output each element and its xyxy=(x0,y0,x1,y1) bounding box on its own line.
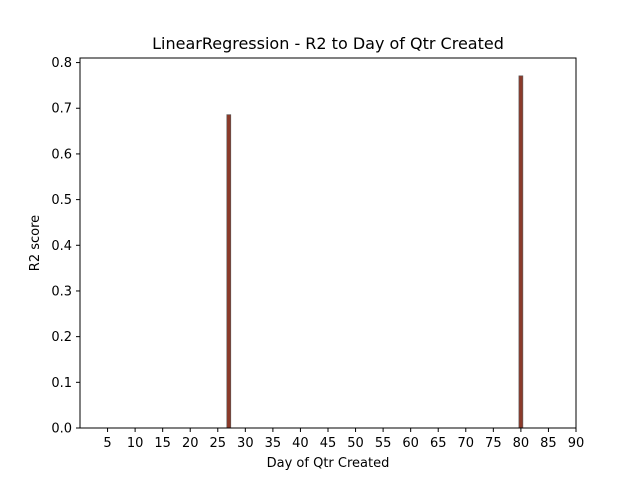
bar-0 xyxy=(226,114,232,429)
x-tick-label: 65 xyxy=(430,436,447,451)
x-tick-label: 75 xyxy=(485,436,502,451)
x-tick-label: 15 xyxy=(154,436,171,451)
x-tick-label: 35 xyxy=(265,436,282,451)
y-axis-label: R2 score xyxy=(28,215,43,271)
x-axis-ticks: 5 10 15 20 25 30 35 40 45 50 55 60 65 70 75 80 85 90 xyxy=(103,428,584,451)
y-axis-ticks: 0.0 0.1 0.2 0.3 0.4 0.5 0.6 0.7 0.8 xyxy=(51,56,80,437)
plot-frame xyxy=(79,57,577,429)
y-tick-label: 0.6 xyxy=(51,147,72,162)
y-tick-label: 0.2 xyxy=(51,330,72,345)
x-tick-label: 80 xyxy=(513,436,530,451)
bar-1 xyxy=(518,75,524,429)
y-tick-label: 0.0 xyxy=(51,422,72,437)
x-tick-label: 85 xyxy=(540,436,557,451)
x-tick-label: 30 xyxy=(237,436,254,451)
y-tick-label: 0.5 xyxy=(51,193,72,208)
x-tick-label: 25 xyxy=(210,436,227,451)
x-axis-label: Day of Qtr Created xyxy=(267,456,390,471)
y-tick-label: 0.7 xyxy=(51,102,72,117)
x-tick-label: 60 xyxy=(402,436,419,451)
y-tick-label: 0.3 xyxy=(51,284,72,299)
x-tick-label: 10 xyxy=(127,436,144,451)
chart-title: LinearRegression - R2 to Day of Qtr Crea… xyxy=(152,34,504,53)
x-tick-label: 70 xyxy=(458,436,475,451)
x-tick-label: 20 xyxy=(182,436,199,451)
x-tick-label: 45 xyxy=(320,436,337,451)
y-tick-label: 0.8 xyxy=(51,56,72,71)
x-tick-label: 90 xyxy=(568,436,585,451)
x-tick-label: 55 xyxy=(375,436,392,451)
x-tick-label: 50 xyxy=(347,436,364,451)
x-tick-label: 40 xyxy=(292,436,309,451)
x-tick-label: 5 xyxy=(103,436,111,451)
y-tick-label: 0.1 xyxy=(51,376,72,391)
bars-layer xyxy=(226,75,524,429)
y-tick-label: 0.4 xyxy=(51,239,72,254)
